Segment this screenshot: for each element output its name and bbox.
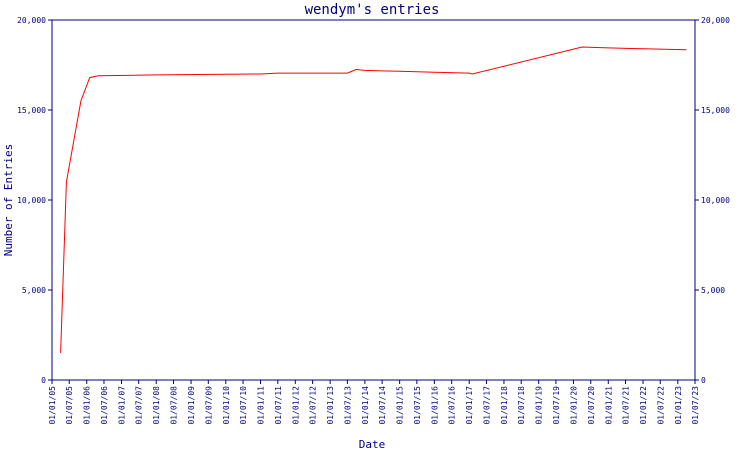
x-tick-label: 01/01/20 xyxy=(569,386,578,425)
y-tick-label-left: 20,000 xyxy=(17,16,46,25)
x-tick-label: 01/07/11 xyxy=(274,386,283,425)
y-tick-label-left: 5,000 xyxy=(22,286,46,295)
y-tick-label-right: 15,000 xyxy=(701,106,730,115)
series-group xyxy=(60,46,687,354)
x-tick-label: 01/07/14 xyxy=(378,386,387,425)
x-tick-label: 01/07/12 xyxy=(309,386,318,425)
x-tick-label: 01/07/22 xyxy=(656,386,665,425)
x-tick-label: 01/01/13 xyxy=(326,386,335,425)
x-tick-label: 01/07/17 xyxy=(482,386,491,425)
x-tick-label: 01/07/06 xyxy=(100,386,109,425)
y-tick-label-right: 0 xyxy=(701,376,706,385)
x-ticks: 01/01/05 01/07/05 01/01/06 01/07/06 01/01/07… xyxy=(48,380,700,425)
x-tick-label: 01/07/05 xyxy=(65,386,74,425)
y-tick-label-right: 5,000 xyxy=(701,286,725,295)
x-tick-label: 01/01/06 xyxy=(83,386,92,425)
x-tick-label: 01/07/10 xyxy=(239,386,248,425)
x-tick-label: 01/01/23 xyxy=(674,386,683,425)
y-tick-label-left: 15,000 xyxy=(17,106,46,115)
y-tick-label-right: 20,000 xyxy=(701,16,730,25)
x-tick-label: 01/07/09 xyxy=(204,386,213,425)
x-tick-label: 01/07/15 xyxy=(413,386,422,425)
x-tick-label: 01/01/18 xyxy=(500,386,509,425)
axes xyxy=(51,19,696,381)
x-tick-label: 01/01/22 xyxy=(639,386,648,425)
x-tick-label: 01/07/07 xyxy=(135,386,144,425)
x-tick-label: 01/01/21 xyxy=(604,386,613,425)
x-tick-label: 01/07/20 xyxy=(587,386,596,425)
y-axis-title: Number of Entries xyxy=(2,144,15,257)
x-tick-label: 01/07/08 xyxy=(170,386,179,425)
chart-title: wendym's entries xyxy=(305,2,440,18)
x-tick-label: 01/07/16 xyxy=(448,386,457,425)
series-line-entries xyxy=(60,46,687,354)
x-tick-label: 01/07/18 xyxy=(517,386,526,425)
x-tick-label: 01/01/15 xyxy=(396,386,405,425)
x-tick-label: 01/01/07 xyxy=(117,386,126,425)
y-tick-label-left: 0 xyxy=(41,376,46,385)
x-tick-label: 01/01/14 xyxy=(361,386,370,425)
x-tick-label: 01/01/09 xyxy=(187,386,196,425)
x-tick-label: 01/01/16 xyxy=(430,386,439,425)
x-axis-title: Date xyxy=(359,438,386,450)
y-tick-label-right: 10,000 xyxy=(701,196,730,205)
x-tick-label: 01/07/13 xyxy=(343,386,352,425)
x-tick-label: 01/07/19 xyxy=(552,386,561,425)
x-tick-label: 01/01/11 xyxy=(257,386,266,425)
x-tick-label: 01/07/21 xyxy=(622,386,631,425)
x-tick-label: 01/01/05 xyxy=(48,386,57,425)
y-tick-label-left: 10,000 xyxy=(17,196,46,205)
x-tick-label: 01/07/23 xyxy=(691,386,700,425)
x-tick-label: 01/01/10 xyxy=(222,386,231,425)
y-ticks-right: 0 5,000 10,000 15,000 20,000 xyxy=(695,16,730,385)
x-tick-label: 01/01/12 xyxy=(291,386,300,425)
x-tick-label: 01/01/17 xyxy=(465,386,474,425)
x-tick-label: 01/01/19 xyxy=(535,386,544,425)
y-ticks-left: 0 5,000 10,000 15,000 20,000 xyxy=(17,16,52,385)
x-tick-label: 01/01/08 xyxy=(152,386,161,425)
